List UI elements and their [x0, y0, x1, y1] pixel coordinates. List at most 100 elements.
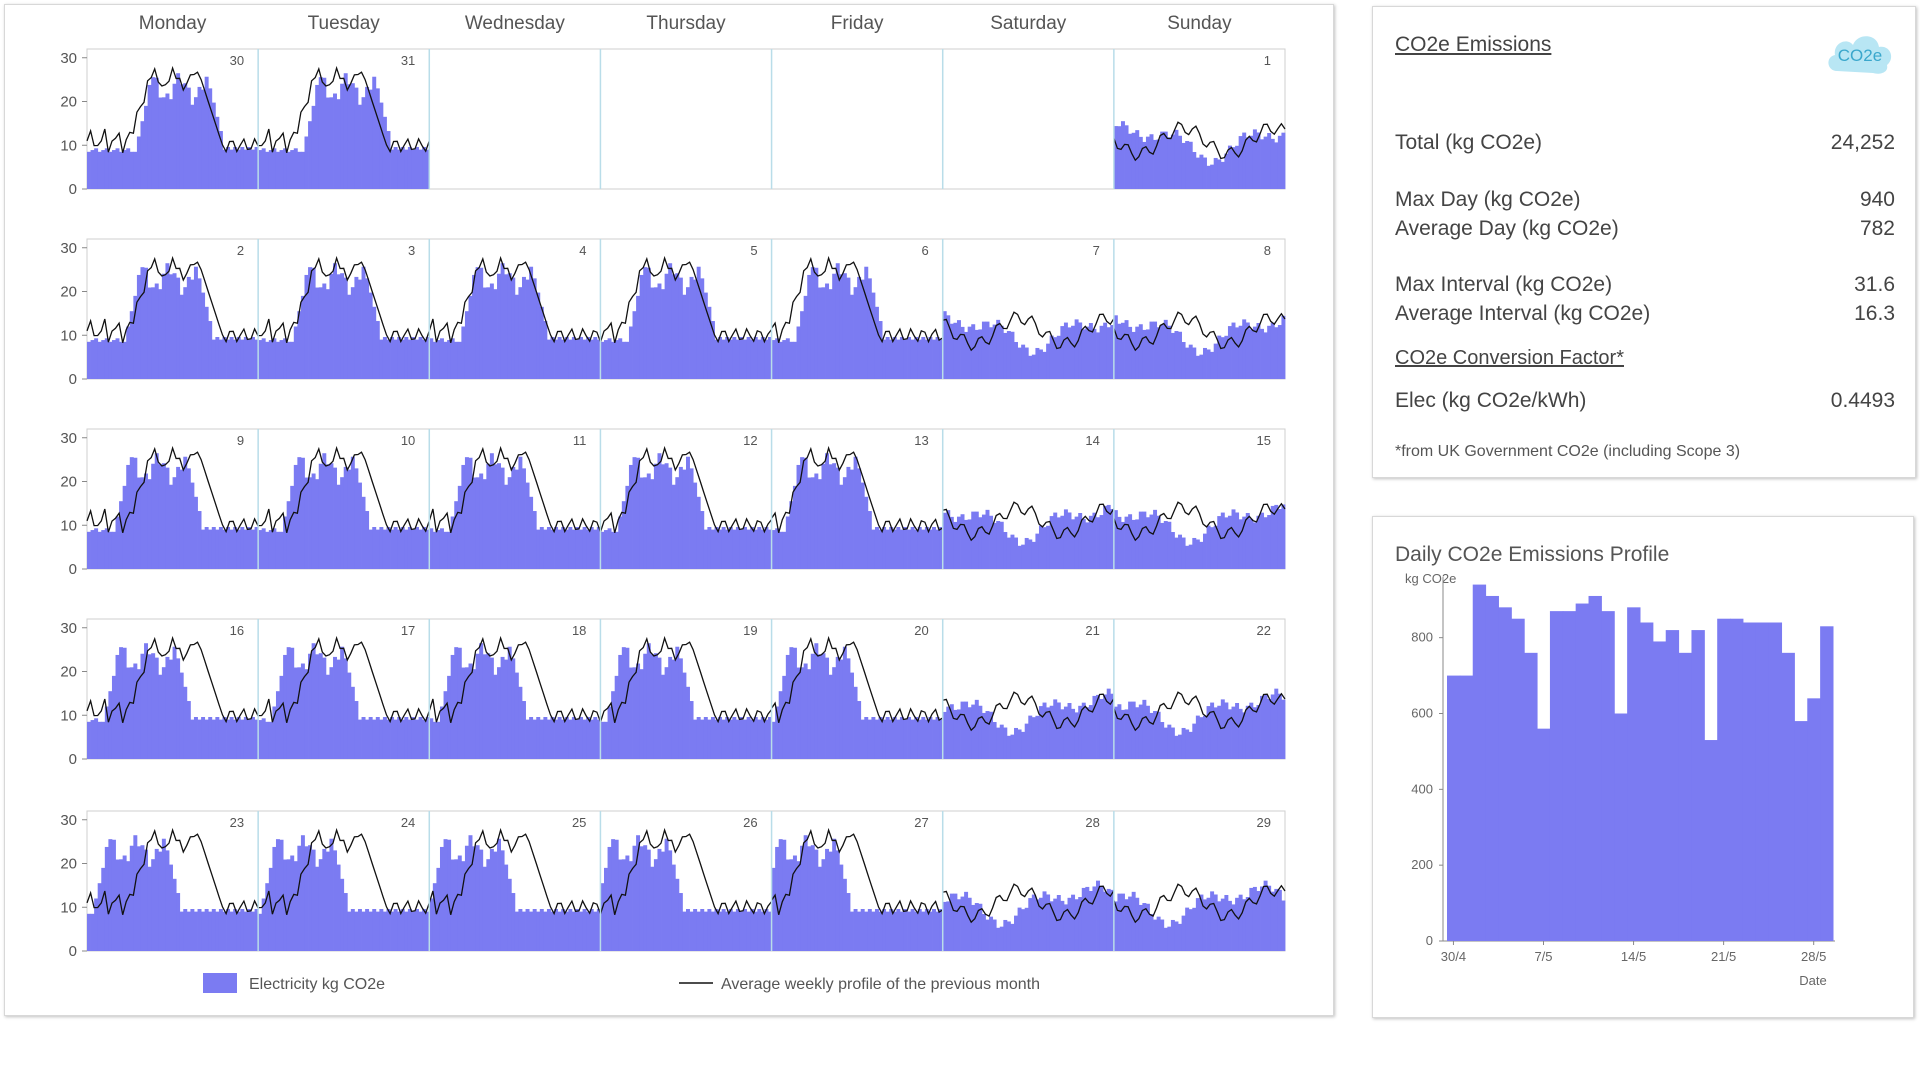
electricity-bar — [636, 457, 641, 569]
electricity-bar — [1238, 519, 1243, 569]
electricity-bar — [985, 919, 990, 951]
electricity-bar — [208, 88, 213, 189]
electricity-bar — [1252, 707, 1257, 759]
electricity-bar — [222, 717, 227, 759]
electricity-bar — [896, 339, 901, 379]
electricity-bar — [899, 337, 904, 379]
electricity-bar — [725, 911, 730, 951]
electricity-bar — [290, 647, 295, 759]
previous-month-profile-line — [428, 635, 602, 724]
electricity-bar — [932, 527, 936, 569]
electricity-bar — [718, 717, 723, 759]
electricity-bar — [1195, 715, 1200, 759]
electricity-bar — [140, 267, 145, 379]
electricity-bar — [529, 266, 534, 379]
electricity-bar — [1103, 322, 1108, 379]
electricity-bar — [497, 273, 501, 379]
previous-month-profile-line — [1113, 121, 1286, 162]
electricity-bar — [1270, 322, 1275, 379]
electricity-bar — [596, 527, 601, 569]
electricity-bar — [971, 704, 976, 759]
electricity-bar — [325, 289, 330, 379]
electricity-bar — [365, 278, 370, 379]
electricity-bar — [268, 340, 273, 379]
summary-title[interactable]: CO2e Emissions — [1395, 33, 1552, 56]
electricity-bar — [932, 909, 936, 951]
electricity-bar — [1199, 717, 1204, 759]
electricity-bar — [907, 337, 912, 379]
electricity-bar — [240, 719, 245, 759]
electricity-bar — [1195, 157, 1200, 189]
electricity-bar — [361, 266, 366, 379]
electricity-bar — [1242, 516, 1247, 569]
electricity-bar — [144, 105, 149, 189]
electricity-bar — [596, 719, 601, 759]
electricity-bar — [728, 719, 733, 759]
electricity-bar — [479, 643, 484, 759]
previous-month-profile-line — [1113, 691, 1286, 732]
electricity-bar — [169, 484, 173, 569]
max-day-label: Max Day (kg CO2e) — [1395, 188, 1581, 211]
electricity-bar — [183, 456, 188, 569]
electricity-bar — [689, 911, 694, 951]
electricity-bar — [1181, 537, 1186, 569]
electricity-bar — [1231, 509, 1236, 569]
electricity-bar — [158, 97, 163, 189]
electricity-bar — [308, 121, 313, 189]
electricity-bar — [1149, 321, 1154, 379]
electricity-bar — [229, 149, 234, 189]
electricity-bar — [151, 463, 156, 569]
previous-month-profile-line — [428, 255, 602, 344]
electricity-bar — [953, 709, 958, 759]
electricity-bar — [1135, 326, 1140, 379]
date-label: 8 — [1264, 243, 1271, 258]
electricity-bar — [350, 909, 355, 951]
electricity-bar — [336, 99, 341, 189]
electricity-bar — [261, 338, 266, 379]
electricity-bar — [1274, 142, 1279, 189]
electricity-bar — [978, 329, 983, 379]
electricity-bar — [999, 521, 1004, 569]
electricity-bar — [147, 84, 152, 189]
conversion-factor-title[interactable]: CO2e Conversion Factor* — [1395, 347, 1624, 369]
electricity-bar — [183, 909, 188, 951]
electricity-bar — [1124, 709, 1129, 759]
electricity-bar — [1210, 351, 1215, 379]
electricity-bar — [529, 496, 534, 569]
electricity-bar — [468, 663, 473, 759]
electricity-bar — [493, 289, 498, 379]
electricity-bar — [832, 667, 837, 759]
electricity-bar — [664, 838, 669, 951]
legend-line-label: Average weekly profile of the previous m… — [721, 976, 1040, 993]
electricity-bar — [586, 337, 591, 379]
electricity-bar — [258, 150, 263, 189]
electricity-bar — [1056, 702, 1061, 759]
electricity-bar — [111, 839, 116, 951]
electricity-bar — [161, 838, 166, 951]
date-label: 20 — [914, 623, 928, 638]
electricity-bar — [953, 521, 958, 569]
electricity-bar — [1071, 894, 1076, 951]
electricity-bar — [464, 311, 469, 379]
electricity-bar — [753, 529, 758, 569]
electricity-bar — [832, 838, 837, 951]
electricity-bar — [1071, 325, 1076, 379]
electricity-bar — [1149, 134, 1154, 189]
electricity-bar — [1156, 711, 1161, 759]
electricity-bar — [1042, 702, 1047, 759]
electricity-bar — [122, 855, 127, 951]
electricity-bar — [835, 656, 840, 759]
electricity-bar — [1014, 915, 1018, 951]
electricity-bar — [682, 469, 687, 569]
electricity-bar — [664, 463, 669, 569]
electricity-bar — [871, 529, 876, 569]
electricity-bar — [882, 527, 887, 569]
electricity-bar — [432, 341, 437, 379]
electricity-bar — [964, 891, 969, 951]
electricity-bar — [372, 76, 377, 189]
electricity-bar — [1210, 164, 1215, 189]
electricity-bar — [140, 653, 145, 759]
electricity-bar — [1110, 325, 1115, 379]
electricity-bar — [1252, 326, 1257, 379]
electricity-bar — [233, 339, 238, 379]
